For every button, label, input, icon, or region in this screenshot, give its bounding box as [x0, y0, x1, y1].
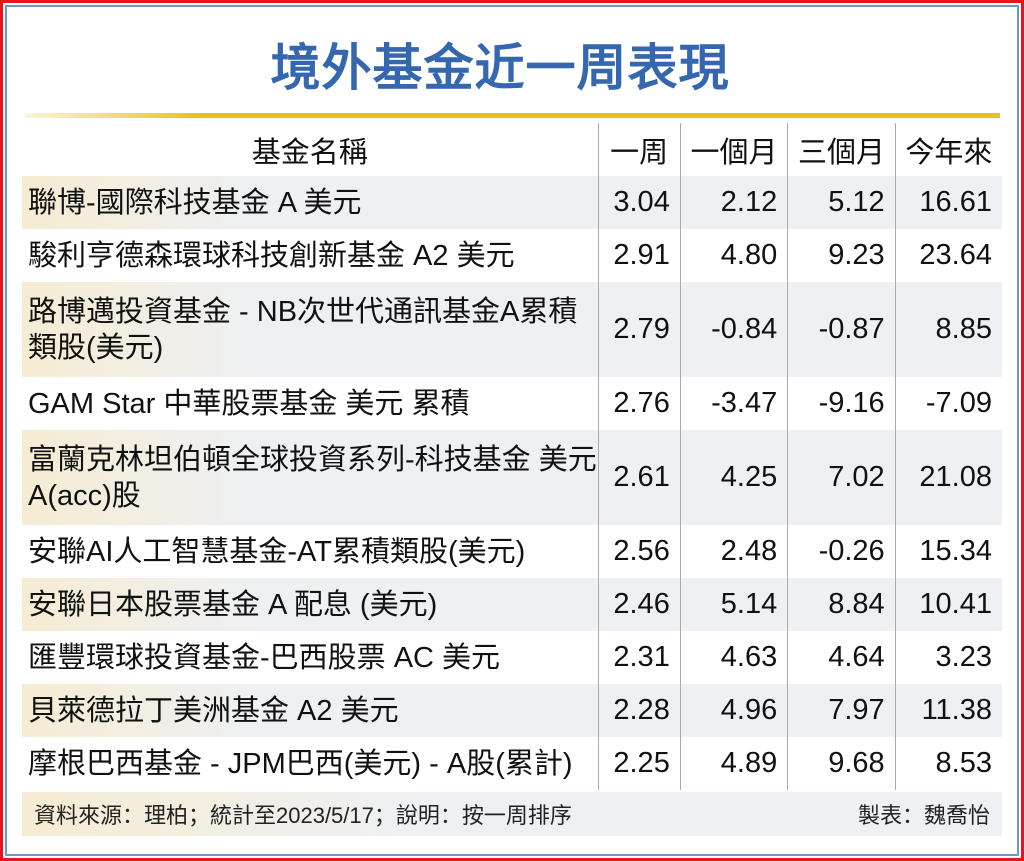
table-row: 路博邁投資基金 - NB次世代通訊基金A累積類股(美元) 2.79 -0.84 -0.…	[22, 282, 1002, 377]
return-value: 2.31	[597, 631, 681, 684]
return-value: 2.79	[597, 282, 681, 377]
return-value: 11.38	[894, 684, 1002, 737]
return-value: 21.08	[894, 430, 1002, 525]
return-value: 8.84	[787, 578, 896, 631]
return-value: 4.96	[679, 684, 788, 737]
return-value: 5.14	[679, 578, 788, 631]
return-value: 7.02	[787, 430, 896, 525]
return-value: 3.23	[894, 631, 1002, 684]
return-value: -9.16	[787, 377, 896, 430]
return-value: -7.09	[894, 377, 1002, 430]
fund-name: 貝萊德拉丁美洲基金 A2 美元	[22, 684, 598, 737]
return-value: 5.12	[787, 176, 896, 229]
table-row: 聯博-國際科技基金 A 美元 3.04 2.12 5.12 16.61	[22, 176, 1002, 229]
table-row: 安聯AI人工智慧基金-AT累積類股(美元) 2.56 2.48 -0.26 15.34	[22, 525, 1002, 578]
return-value: 9.68	[787, 737, 896, 790]
column-header: 今年來	[894, 123, 1002, 176]
return-value: -3.47	[679, 377, 788, 430]
fund-name: 富蘭克林坦伯頓全球投資系列-科技基金 美元A(acc)股	[22, 430, 598, 525]
title-rule	[25, 113, 1000, 118]
column-header: 基金名稱	[251, 136, 368, 169]
return-value: 15.34	[894, 525, 1002, 578]
return-value: 2.91	[597, 229, 681, 282]
return-value: -0.84	[679, 282, 788, 377]
table-row: 貝萊德拉丁美洲基金 A2 美元 2.28 4.96 7.97 11.38	[22, 684, 1002, 737]
column-header: 一周	[597, 123, 681, 176]
return-value: 8.85	[894, 282, 1002, 377]
author-credit: 製表：魏喬怡	[857, 803, 990, 828]
return-value: 9.23	[787, 229, 896, 282]
fund-table: 基金名稱 一周 一個月 三個月 今年來 聯博-國際科技基金 A 美元 3.04 2.12 5.…	[22, 123, 1002, 790]
return-value: 2.48	[679, 525, 788, 578]
fund-name: 摩根巴西基金 - JPM巴西(美元) - A股(累計)	[28, 747, 573, 780]
return-value: 2.56	[597, 525, 681, 578]
footer: 資料來源：理柏；統計至2023/5/17；說明：按一周排序 製表：魏喬怡	[22, 792, 1002, 836]
table-row: 安聯日本股票基金 A 配息 (美元) 2.46 5.14 8.84 10.41	[22, 578, 1002, 631]
return-value: -0.87	[787, 282, 896, 377]
return-value: 10.41	[894, 578, 1002, 631]
header-row: 基金名稱 一周 一個月 三個月 今年來	[22, 123, 1002, 176]
column-header: 一個月	[679, 123, 788, 176]
inner-border	[5, 5, 1019, 856]
fund-name: 安聯AI人工智慧基金-AT累積類股(美元)	[28, 535, 526, 568]
table-row: 匯豐環球投資基金-巴西股票 AC 美元 2.31 4.63 4.64 3.23	[22, 631, 1002, 684]
table-row: 富蘭克林坦伯頓全球投資系列-科技基金 美元A(acc)股 2.61 4.25 7.02…	[22, 430, 1002, 525]
return-value: 16.61	[894, 176, 1002, 229]
return-value: 2.12	[679, 176, 788, 229]
return-value: 2.61	[597, 430, 681, 525]
return-value: 2.28	[597, 684, 681, 737]
return-value: 4.63	[679, 631, 788, 684]
return-value: 3.04	[597, 176, 681, 229]
return-value: 2.46	[597, 578, 681, 631]
return-value: -0.26	[787, 525, 896, 578]
return-value: 8.53	[894, 737, 1002, 790]
return-value: 2.76	[597, 377, 681, 430]
page-title: 境外基金近一周表現	[270, 40, 730, 96]
return-value: 4.25	[679, 430, 788, 525]
source-note: 資料來源：理柏；統計至2023/5/17；說明：按一周排序	[34, 803, 572, 828]
return-value: 4.89	[679, 737, 788, 790]
return-value: 2.25	[597, 737, 681, 790]
fund-name: 駿利亨德森環球科技創新基金 A2 美元	[28, 239, 515, 272]
return-value: 4.64	[787, 631, 896, 684]
table-row: GAM Star 中華股票基金 美元 累積 2.76 -3.47 -9.16 -7.09	[22, 377, 1002, 430]
fund-name: 安聯日本股票基金 A 配息 (美元)	[22, 578, 598, 631]
table-row: 駿利亨德森環球科技創新基金 A2 美元 2.91 4.80 9.23 23.64	[22, 229, 1002, 282]
return-value: 4.80	[679, 229, 788, 282]
fund-name: GAM Star 中華股票基金 美元 累積	[28, 387, 470, 420]
fund-name: 路博邁投資基金 - NB次世代通訊基金A累積類股(美元)	[22, 282, 598, 377]
table-row: 摩根巴西基金 - JPM巴西(美元) - A股(累計) 2.25 4.89 9.68 8…	[22, 737, 1002, 790]
fund-name: 匯豐環球投資基金-巴西股票 AC 美元	[28, 641, 501, 674]
column-header: 三個月	[787, 123, 896, 176]
return-value: 23.64	[894, 229, 1002, 282]
fund-name: 聯博-國際科技基金 A 美元	[22, 176, 598, 229]
return-value: 7.97	[787, 684, 896, 737]
